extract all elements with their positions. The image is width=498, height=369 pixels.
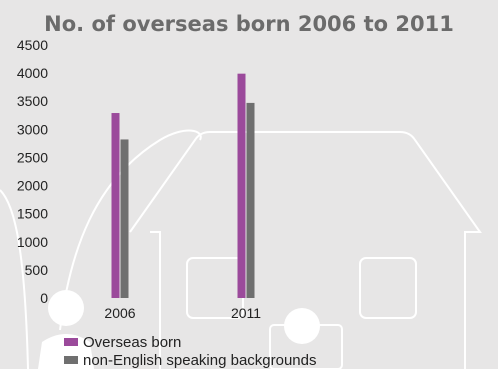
bar [246,102,255,298]
legend-label-overseas-born: Overseas born [83,333,182,351]
y-tick-label: 4500 [17,37,48,53]
y-tick-label: 1000 [17,234,48,250]
bar [237,73,246,298]
y-tick-label: 3500 [17,93,48,109]
legend: Overseas born non-English speaking backg… [64,333,317,369]
legend-swatch-non-english [64,356,78,364]
legend-item-non-english: non-English speaking backgrounds [64,351,317,369]
legend-label-non-english: non-English speaking backgrounds [83,351,317,369]
legend-swatch-overseas-born [64,338,78,346]
y-tick-label: 4000 [17,65,48,81]
chart-title: No. of overseas born 2006 to 2011 [44,12,454,36]
bar [120,139,129,298]
bar [111,113,120,298]
y-tick-label: 3000 [17,121,48,137]
legend-item-overseas-born: Overseas born [64,333,317,351]
y-tick-label: 500 [25,262,49,278]
y-tick-label: 2000 [17,178,48,194]
y-tick-label: 0 [40,290,48,306]
y-tick-label: 2500 [17,149,48,165]
x-tick-label: 2011 [231,305,261,321]
y-tick-label: 1500 [17,206,48,222]
x-tick-label: 2006 [104,305,135,321]
